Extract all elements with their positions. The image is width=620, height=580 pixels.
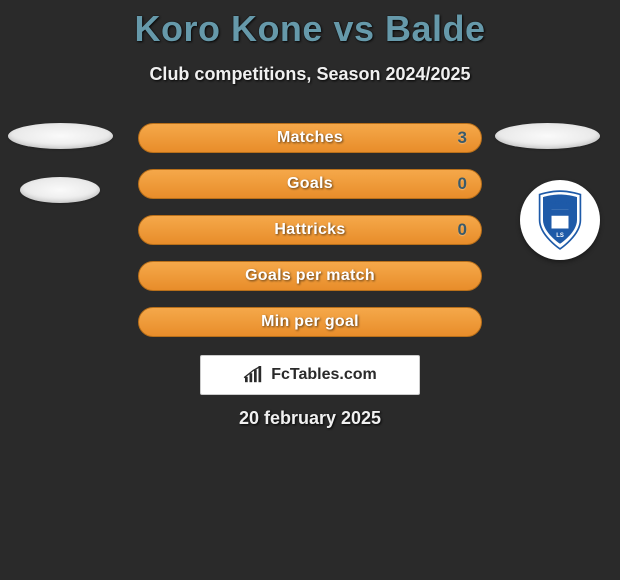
table-row: Hattricks 0	[138, 215, 482, 245]
branding-label: FcTables.com	[271, 366, 377, 384]
stat-value-right: 0	[458, 220, 467, 240]
stat-label: Min per goal	[261, 313, 359, 331]
left-player-column	[8, 123, 113, 231]
page-subtitle: Club competitions, Season 2024/2025	[0, 64, 620, 85]
stats-table: Matches 3 Goals 0 Hattricks 0 Goals per …	[138, 123, 482, 353]
page-title: Koro Kone vs Balde	[0, 0, 620, 50]
table-row: Matches 3	[138, 123, 482, 153]
stat-label: Goals	[287, 175, 333, 193]
stat-label: Goals per match	[245, 267, 375, 285]
table-row: Min per goal	[138, 307, 482, 337]
player-club-placeholder	[20, 177, 100, 203]
badge-ls-text: LS	[556, 233, 564, 239]
stat-value-right: 3	[458, 128, 467, 148]
stat-label: Hattricks	[274, 221, 345, 239]
table-row: Goals per match	[138, 261, 482, 291]
stat-label: Matches	[277, 129, 343, 147]
table-row: Goals 0	[138, 169, 482, 199]
stat-value-right: 0	[458, 174, 467, 194]
player-photo-placeholder	[495, 123, 600, 149]
player-photo-placeholder	[8, 123, 113, 149]
branding-box[interactable]: FcTables.com	[200, 355, 420, 395]
bar-chart-icon	[243, 366, 265, 384]
shield-icon: LAUSANNE LS	[526, 186, 594, 254]
svg-text:LAUSANNE: LAUSANNE	[545, 201, 575, 207]
right-player-column	[495, 123, 600, 177]
date-text: 20 february 2025	[0, 408, 620, 429]
club-badge-lausanne: LAUSANNE LS	[520, 180, 600, 260]
